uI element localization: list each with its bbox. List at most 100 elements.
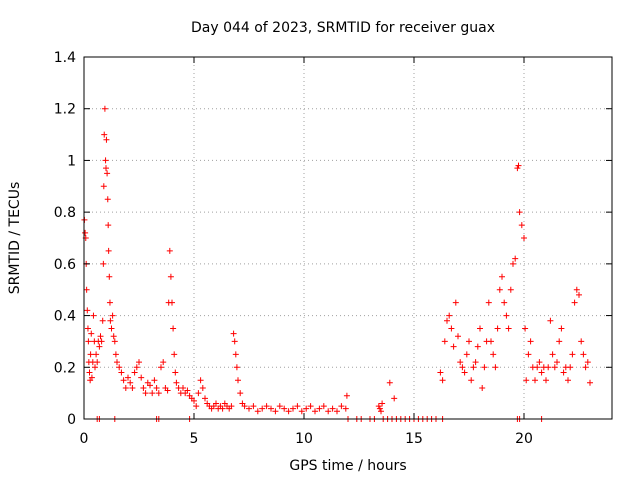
data-point bbox=[386, 379, 393, 386]
data-point bbox=[379, 400, 386, 407]
data-point bbox=[131, 369, 138, 376]
data-point bbox=[494, 325, 501, 332]
data-point bbox=[231, 338, 238, 345]
data-point bbox=[166, 247, 173, 254]
data-point bbox=[518, 222, 525, 229]
data-point bbox=[138, 374, 145, 381]
data-point bbox=[105, 247, 112, 254]
data-point bbox=[167, 273, 174, 280]
data-point bbox=[481, 364, 488, 371]
chart-title: Day 044 of 2023, SRMTID for receiver gua… bbox=[191, 20, 495, 36]
data-point bbox=[316, 405, 323, 412]
data-point bbox=[111, 338, 118, 345]
data-point bbox=[104, 170, 111, 177]
data-point bbox=[521, 235, 527, 241]
x-axis-label: GPS time / hours bbox=[289, 458, 406, 474]
data-point bbox=[503, 312, 510, 319]
data-point bbox=[543, 377, 549, 384]
data-point bbox=[582, 364, 589, 371]
data-point bbox=[573, 286, 580, 293]
data-point bbox=[140, 384, 147, 391]
data-point bbox=[441, 338, 448, 345]
data-point bbox=[106, 299, 113, 306]
data-point bbox=[501, 299, 508, 306]
data-point bbox=[576, 291, 582, 298]
data-point bbox=[303, 405, 310, 412]
data-point bbox=[142, 390, 149, 397]
data-point bbox=[468, 377, 475, 384]
data-point bbox=[172, 369, 179, 376]
data-point bbox=[470, 364, 477, 371]
data-point bbox=[107, 317, 114, 324]
data-point bbox=[99, 317, 106, 324]
data-point bbox=[510, 260, 516, 267]
y-tick-label: 0.4 bbox=[54, 309, 76, 325]
data-point bbox=[298, 408, 305, 415]
data-point bbox=[276, 403, 283, 410]
data-point bbox=[228, 403, 235, 410]
data-point bbox=[268, 405, 274, 412]
data-point bbox=[450, 343, 457, 350]
data-point bbox=[129, 384, 136, 391]
data-point bbox=[193, 403, 200, 410]
data-point bbox=[523, 377, 530, 384]
data-point bbox=[171, 351, 178, 358]
data-point bbox=[342, 405, 349, 412]
data-point bbox=[88, 330, 95, 337]
data-point bbox=[485, 299, 492, 306]
data-point bbox=[237, 390, 244, 397]
data-point bbox=[180, 384, 186, 391]
data-point bbox=[195, 390, 202, 397]
data-point bbox=[116, 364, 123, 371]
data-point bbox=[85, 338, 92, 345]
data-point bbox=[560, 369, 567, 376]
data-point bbox=[127, 379, 134, 386]
data-point bbox=[455, 333, 461, 340]
data-point bbox=[235, 377, 241, 384]
x-tick-label: 20 bbox=[515, 431, 533, 447]
data-point bbox=[536, 359, 543, 366]
x-tick-label: 5 bbox=[190, 431, 199, 447]
y-tick-label: 0.8 bbox=[54, 205, 76, 221]
data-point bbox=[512, 255, 519, 262]
data-point bbox=[197, 377, 204, 384]
data-point bbox=[312, 408, 318, 415]
data-point bbox=[86, 369, 93, 376]
data-point bbox=[479, 384, 486, 391]
data-point bbox=[169, 299, 175, 306]
data-point bbox=[578, 338, 585, 345]
data-point bbox=[109, 312, 116, 319]
data-point bbox=[338, 403, 345, 410]
data-point bbox=[538, 369, 545, 376]
data-point bbox=[569, 351, 576, 358]
data-point bbox=[106, 273, 113, 280]
data-point bbox=[452, 299, 459, 306]
data-point bbox=[505, 325, 512, 332]
data-point bbox=[534, 364, 541, 371]
data-point bbox=[525, 351, 532, 358]
data-point bbox=[499, 273, 505, 280]
data-point bbox=[254, 408, 261, 415]
data-point bbox=[376, 405, 383, 412]
data-point bbox=[285, 408, 292, 415]
data-point bbox=[444, 317, 450, 324]
data-point bbox=[241, 403, 248, 410]
data-point bbox=[93, 351, 100, 358]
data-point bbox=[246, 405, 252, 412]
data-point bbox=[110, 333, 117, 340]
data-point bbox=[233, 364, 240, 371]
data-point bbox=[281, 405, 288, 412]
data-point bbox=[90, 312, 97, 319]
data-point bbox=[549, 351, 556, 358]
x-tick-label: 10 bbox=[295, 431, 313, 447]
data-point bbox=[391, 395, 398, 402]
data-point bbox=[97, 333, 104, 340]
data-point bbox=[551, 364, 558, 371]
data-point bbox=[263, 403, 270, 410]
data-point bbox=[105, 222, 112, 229]
data-point bbox=[488, 338, 494, 345]
data-point bbox=[477, 325, 483, 332]
data-point bbox=[151, 377, 158, 384]
data-point bbox=[437, 369, 444, 376]
data-point bbox=[122, 384, 129, 391]
